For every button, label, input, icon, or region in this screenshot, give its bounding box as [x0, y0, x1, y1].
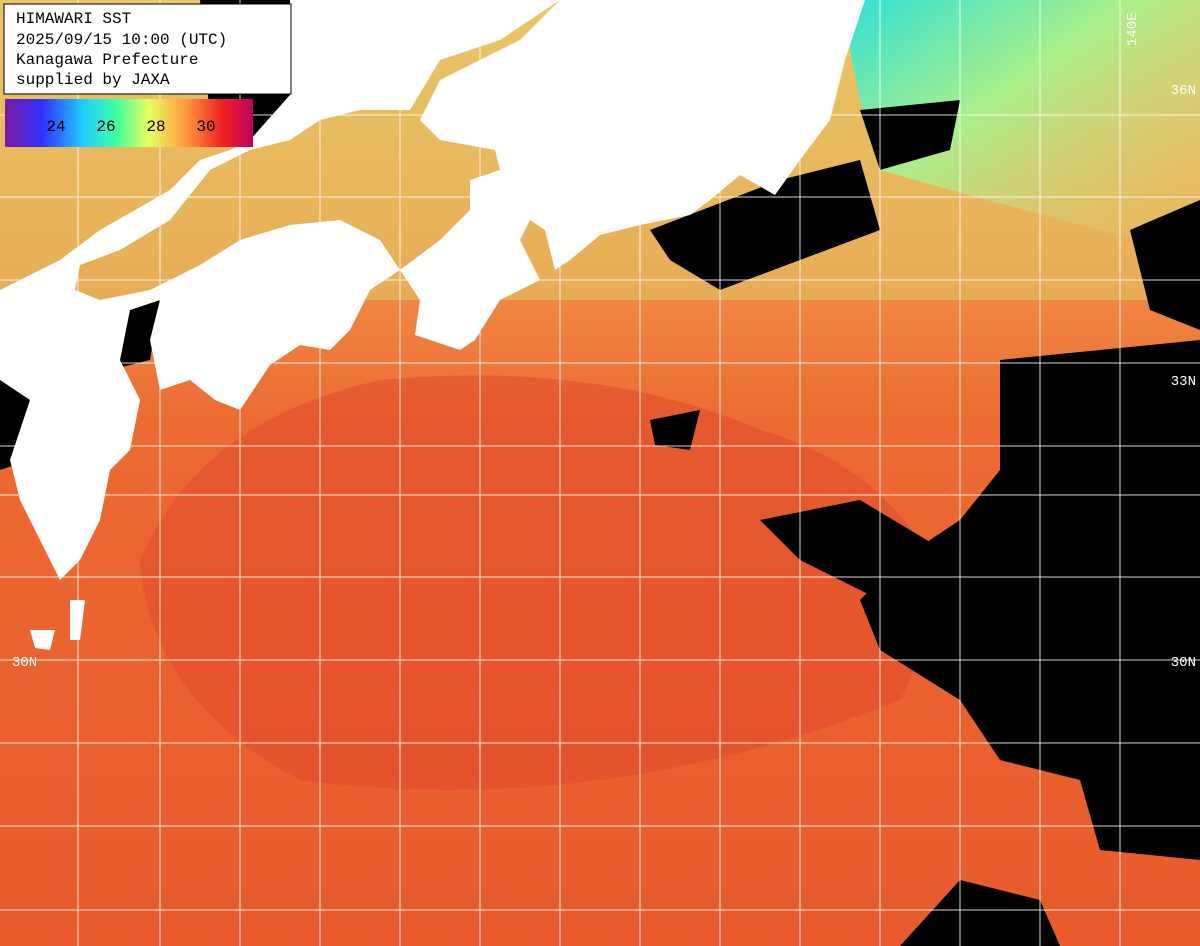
header-line: HIMAWARI SST [16, 10, 131, 28]
header-line: supplied by JAXA [16, 71, 170, 89]
cloud [860, 340, 1200, 860]
lat-label: 30N [1171, 655, 1196, 671]
cloud [900, 880, 1060, 946]
lat-label: 36N [1171, 83, 1196, 99]
colorbar: 24 26 28 30 [5, 99, 253, 147]
lon-label: 138E [483, 8, 499, 42]
header-box: HIMAWARI SST 2025/09/15 10:00 (UTC) Kana… [3, 3, 292, 95]
cool-water [840, 0, 1200, 260]
header-line: 2025/09/15 10:00 (UTC) [16, 31, 227, 49]
lat-label: 33N [1171, 374, 1196, 390]
grid-labels: 138E 140E 36N 33N 30N 30N [12, 8, 1196, 671]
colorbar-label: 24 [46, 118, 65, 136]
lat-label: 30N [12, 655, 37, 671]
colorbar-gradient [5, 99, 253, 147]
land [0, 0, 865, 650]
island [30, 630, 55, 650]
colorbar-label: 28 [146, 118, 165, 136]
cloud [650, 410, 700, 450]
warm-core [140, 375, 950, 790]
colorbar-label: 30 [196, 118, 215, 136]
colorbar-label: 26 [96, 118, 115, 136]
honshu [400, 0, 865, 350]
header-line: Kanagawa Prefecture [16, 51, 198, 69]
lon-label: 140E [1125, 12, 1141, 46]
cloud [1130, 200, 1200, 330]
header-background [3, 3, 292, 95]
cloud [860, 100, 960, 170]
cloud [650, 160, 880, 290]
western-japan [0, 0, 560, 580]
